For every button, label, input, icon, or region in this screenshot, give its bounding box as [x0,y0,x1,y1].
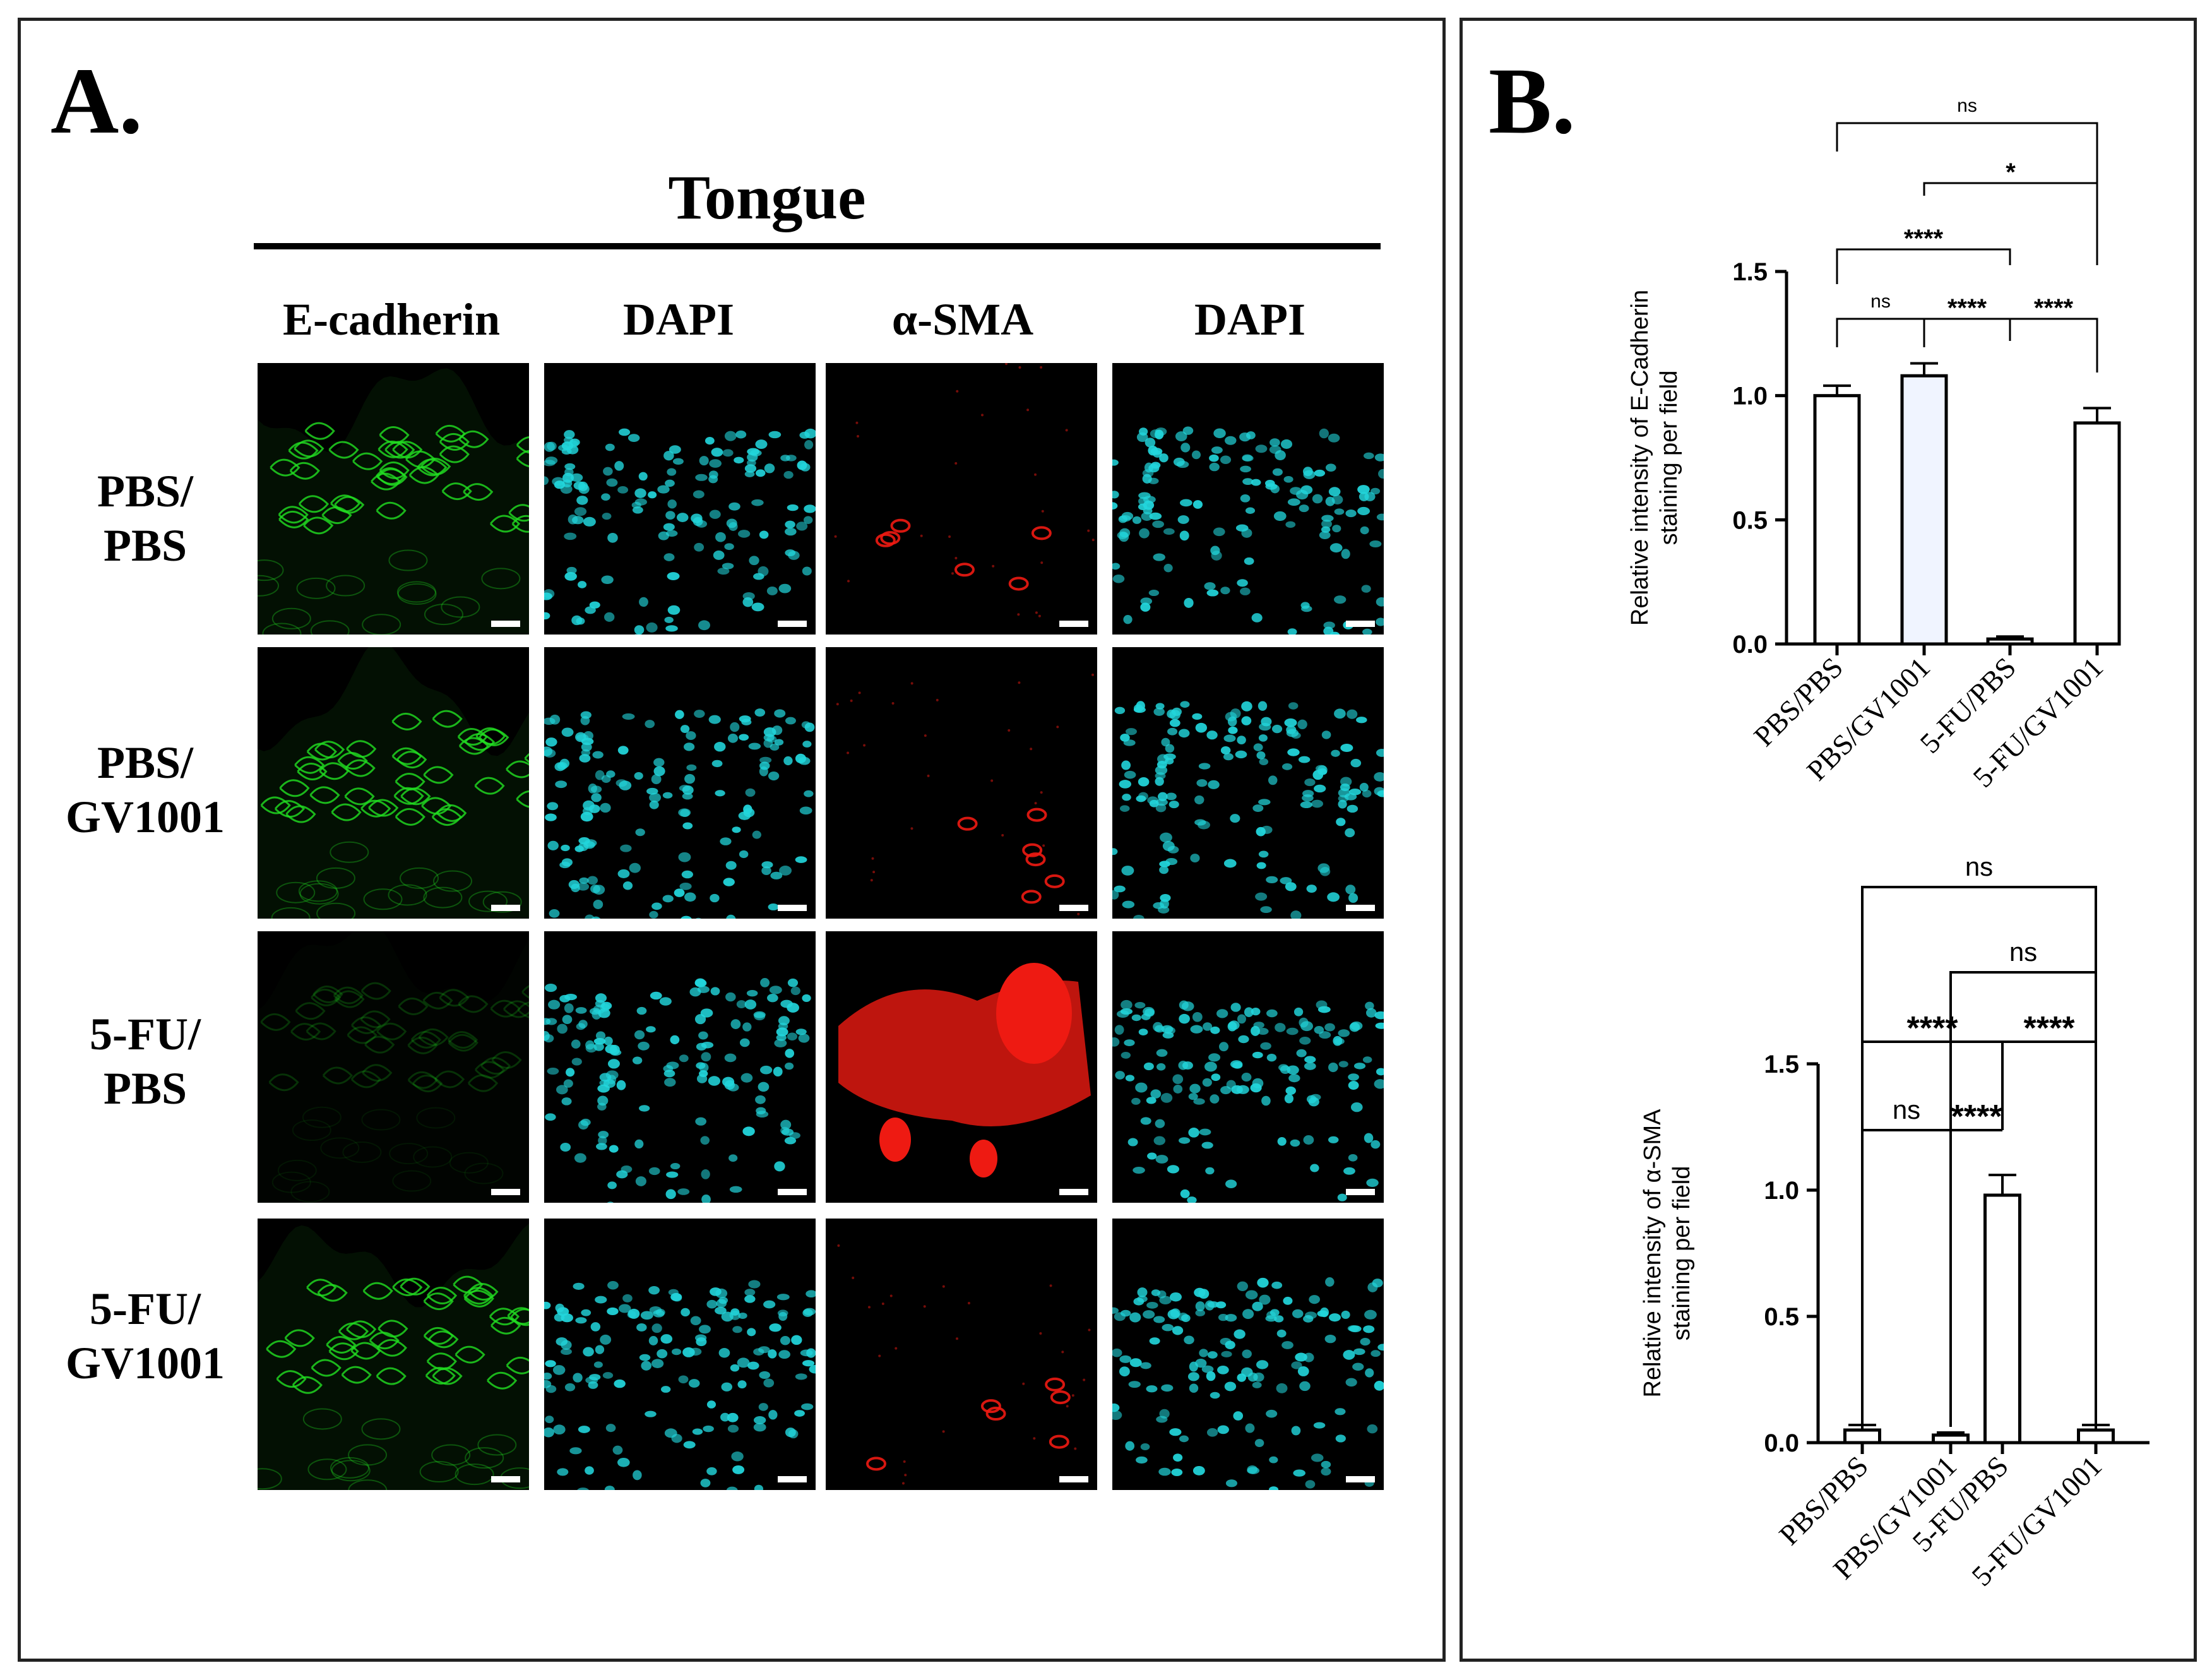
micrograph-tile [826,1219,1097,1490]
col-header-ecadherin: E-cadherin [282,294,500,345]
significance-label: ns [1965,852,1993,881]
micrograph-tile [826,363,1097,635]
y-tick-label: 0.0 [1764,1429,1799,1457]
scale-bar [1346,1189,1375,1195]
bar [1932,1433,1970,1445]
micrograph-tile [826,647,1097,919]
row-label-5fu-gv1001: 5-FU/ GV1001 [66,1284,225,1389]
significance-label: ns [1957,95,1977,116]
scale-bar [1346,1476,1375,1482]
row-label-pbs-pbs: PBS/ PBS [97,466,194,571]
bar [2073,421,2121,646]
micrograph-tile [1112,647,1384,919]
scale-bar [1059,621,1088,627]
significance-bracket [1836,318,1925,347]
micrograph-tile [258,647,529,919]
scale-bar [778,1476,807,1482]
significance-label: **** [1951,1099,2003,1135]
scale-bar [1346,905,1375,911]
y-tick-label: 1.0 [1764,1177,1799,1205]
bar [1813,394,1861,646]
col-header-sma: α-SMA [891,294,1034,345]
significance-label: **** [2034,294,2074,322]
ecadherin-bar-chart: 0.0 0.5 1.0 1.5 Relative intensity of E-Cadh… [1627,95,2121,794]
significance-bracket [1836,248,2011,284]
scale-bar [1059,1189,1088,1195]
y-axis-label: Relative intensity of α-SMA [1639,1109,1666,1398]
scale-bar [1059,1476,1088,1482]
panel-b-frame [1460,18,2197,1662]
micrograph-tile [544,363,816,635]
panel-a-frame [18,18,1446,1662]
row-label-5fu-pbs: 5-FU/ PBS [90,1009,201,1114]
scale-bar [491,1189,520,1195]
significance-bracket [1949,1129,2002,1181]
scale-bar [1059,905,1088,911]
y-tick-label: 1.5 [1732,258,1768,286]
significance-bracket [1923,318,2011,341]
significance-label: ns [1893,1095,1920,1124]
significance-bracket [1949,971,2097,1427]
bar [1900,374,1948,646]
significance-label: **** [1947,294,1987,322]
significance-bracket [1836,122,2098,183]
significance-label: ns [2009,937,2037,967]
micrograph-tile [1112,1219,1384,1490]
bar [1986,637,2034,646]
significance-label: **** [1904,225,1944,253]
scale-bar [491,621,520,627]
scale-bar [778,1189,807,1195]
significance-bracket [1861,1129,1952,1427]
col-header-dapi-1: DAPI [623,294,734,345]
y-tick-label: 0.5 [1764,1303,1799,1331]
scale-bar [778,905,807,911]
scale-bar [778,621,807,627]
y-tick-label: 0.0 [1732,631,1768,659]
significance-bracket [1861,886,2097,1042]
y-axis-label: staining per field [1656,371,1682,545]
micrograph-tile [544,931,816,1203]
micrograph-tile [544,1219,816,1490]
row-label-pbs-gv1001: PBS/ GV1001 [66,737,225,843]
micrograph-tile [258,363,529,635]
significance-bracket [1923,182,2098,265]
panel-a-letter: A. [51,49,143,153]
panel-b-letter: B. [1489,49,1576,153]
y-axis-label: staining per field [1668,1166,1695,1341]
scale-bar [1346,621,1375,627]
micrograph-tile [258,1219,529,1490]
micrograph-tile [826,931,1097,1203]
scale-bar [491,905,520,911]
y-tick-label: 1.5 [1764,1051,1799,1078]
scale-bar [491,1476,520,1482]
significance-label: **** [2024,1010,2076,1047]
micrograph-tile [544,647,816,919]
significance-label: * [2006,158,2016,186]
micrograph-tile [1112,931,1384,1203]
sma-bar-chart: 0.0 0.5 1.0 1.5 Relative intensity of α-SMA s… [1639,852,2150,1592]
bar [1843,1428,1881,1445]
significance-label: ns [1870,291,1891,312]
micrograph-tile [258,931,529,1203]
tongue-title: Tongue [668,162,866,232]
y-tick-label: 1.0 [1732,383,1768,410]
significance-bracket [2009,318,2098,373]
tongue-rule [254,243,1381,249]
col-header-dapi-2: DAPI [1194,294,1305,345]
bar [1983,1193,2021,1445]
micrograph-tile [1112,363,1384,635]
bar [2077,1428,2115,1445]
y-axis-label: Relative intensity of E-Cadherin [1627,290,1653,626]
y-tick-label: 0.5 [1732,506,1768,534]
